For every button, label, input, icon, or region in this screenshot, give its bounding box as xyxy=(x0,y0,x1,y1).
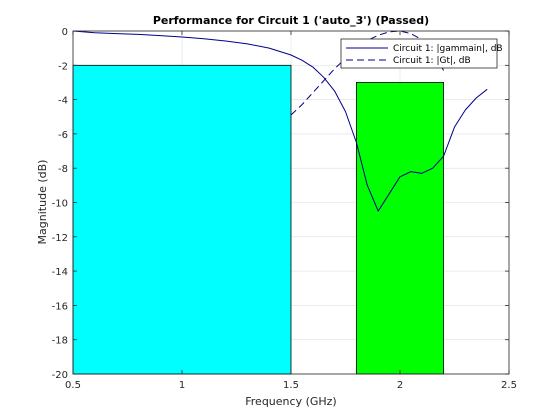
y-tick-label: -18 xyxy=(52,336,68,347)
legend-label-gt: Circuit 1: |Gt|, dB xyxy=(393,56,471,66)
y-tick-label: -4 xyxy=(58,96,68,107)
spec-region-1 xyxy=(72,64,292,375)
y-tick-label: -8 xyxy=(58,164,68,175)
x-tick-label: 2.5 xyxy=(501,380,517,391)
y-tick-label: -2 xyxy=(58,61,68,72)
x-tick-label: 2 xyxy=(397,380,403,391)
x-axis-title: Frequency (GHz) xyxy=(245,395,336,408)
spec-regions xyxy=(72,64,444,375)
y-tick-label: -20 xyxy=(52,370,68,381)
series-line-1 xyxy=(73,31,488,212)
x-tick-label: 1.5 xyxy=(283,380,299,391)
series-line-2 xyxy=(290,31,445,116)
x-tick-label: 1 xyxy=(179,380,185,391)
y-tick-label: -6 xyxy=(58,130,68,141)
y-tick-label: 0 xyxy=(62,27,68,38)
y-tick-label: -16 xyxy=(52,301,68,312)
y-tick-label: -12 xyxy=(52,233,68,244)
ticks: 0.5 1 1.5 2 2.5 0 -2 -4 -6 -8 -10 -12 -14 -16 -18 -20 xyxy=(52,27,517,391)
series-lines xyxy=(73,31,488,212)
y-tick-label: -14 xyxy=(52,267,68,278)
y-tick-label: -10 xyxy=(52,199,68,210)
spec-region-2 xyxy=(355,82,444,375)
chart-title: Performance for Circuit 1 ('auto_3') (Pa… xyxy=(153,14,429,27)
legend: Circuit 1: |gammain|, dB Circuit 1: |Gt|… xyxy=(340,38,503,69)
x-tick-label: 0.5 xyxy=(65,380,81,391)
legend-label-gammain: Circuit 1: |gammain|, dB xyxy=(393,44,503,54)
legend-box xyxy=(340,38,498,69)
y-axis-title: Magnitude (dB) xyxy=(36,160,49,245)
